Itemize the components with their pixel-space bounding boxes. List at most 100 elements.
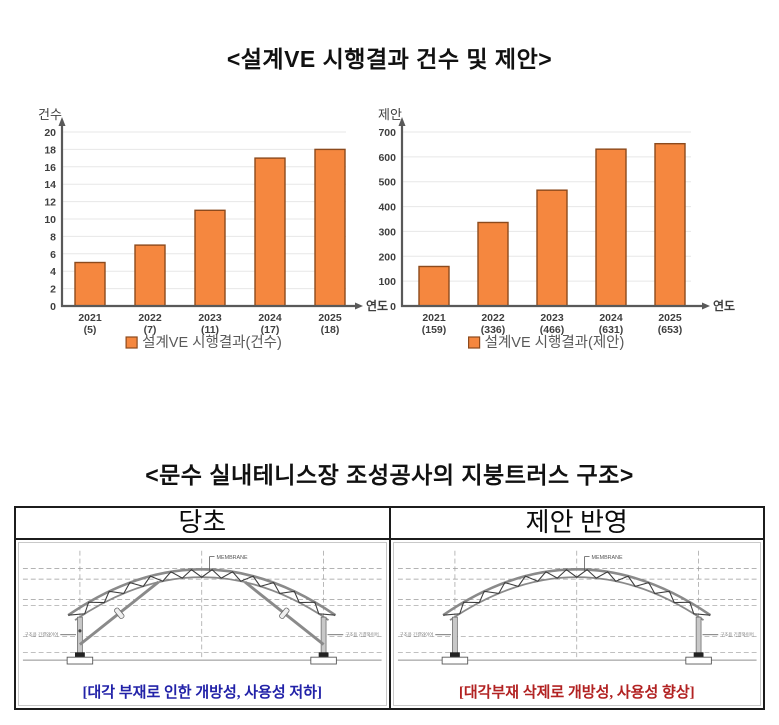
page-title-roof-truss: <문수 실내테니스장 조성공사의 지붕트러스 구조> [145, 462, 634, 488]
column [451, 616, 458, 657]
tick-label: 16 [44, 162, 56, 174]
cat-label: 2021 [422, 312, 446, 324]
arch-outer-chord [441, 568, 711, 617]
footing [66, 656, 94, 665]
lamp-fixture [279, 607, 290, 619]
column-base-plate [318, 652, 329, 658]
tick-label: 18 [44, 144, 56, 156]
truss-diagram-proposed: MEMBRANE 구조용 긴결와이어 구조용 긴결와이어 [397, 550, 757, 665]
legend-swatch [467, 336, 481, 349]
column-base-plate [449, 652, 460, 658]
cat-label: 2023 [540, 312, 564, 324]
column [77, 616, 83, 657]
tick-label: 100 [378, 276, 396, 288]
bar-2024 [595, 148, 627, 307]
tick-label: 500 [378, 177, 396, 189]
truss-web [442, 568, 710, 616]
tick-label: 0 [390, 301, 396, 313]
tick-label: 300 [378, 226, 396, 238]
panel-original-diagram-box: MEMBRANE 구조용 긴결와이어 구조용 긴결와이어 [대각 부재로 인한 개방… [18, 542, 387, 706]
panel-proposed-caption: [대각부재 삭제로 개방성, 사용성 향상] [458, 684, 695, 701]
x-axis-arrow-icon [355, 302, 363, 310]
tick-label: 20 [44, 127, 56, 139]
bar-2022 [134, 244, 166, 307]
membrane-leader-line [209, 556, 215, 572]
cat-label: 2022 [481, 312, 505, 324]
axlab-label: 건수 [38, 107, 62, 122]
bar-2024 [254, 157, 286, 307]
cat-label: 2021 [78, 312, 102, 324]
legend: 설계VE 시행결과(건수) [125, 334, 282, 351]
y-axis-arrow-icon [398, 117, 406, 126]
tick-label: 600 [378, 152, 396, 164]
bar-2021 [74, 261, 106, 307]
panel-proposed: 제안 반영 MEMBRANE 구조용 긴결와이어 구조용 긴결와이어 [대각부재 삭… [388, 508, 763, 708]
connection-dot [78, 629, 82, 633]
xlab-label: 연도 [713, 298, 735, 313]
mem-label: MEMBRANE [591, 555, 623, 561]
bar-2025 [314, 148, 346, 307]
y-axis-arrow-icon [58, 117, 66, 126]
column [695, 616, 701, 657]
page-title-ve-results: <설계VE 시행결과 건수 및 제안> [226, 46, 553, 72]
panel-proposed-header: 제안 반영 [390, 508, 763, 540]
sub-label: (18) [321, 324, 340, 336]
leg-label: 설계VE 시행결과(건수) [142, 334, 282, 351]
footing [310, 656, 337, 665]
footing [684, 656, 712, 665]
bar-2022 [477, 221, 509, 307]
tiny-label: 구조용 긴결와이어 [345, 631, 379, 638]
sub-label: (7) [144, 324, 157, 336]
mem-label: MEMBRANE [216, 555, 248, 561]
tiny-label: 구조용 긴결와이어 [25, 631, 59, 638]
tick-label: 14 [44, 179, 56, 191]
tick-label: 10 [44, 214, 56, 226]
tick-label: 8 [50, 231, 56, 243]
sub-label: (336) [481, 324, 506, 336]
cat-label: 2024 [258, 312, 282, 324]
truss-diagram-original: MEMBRANE 구조용 긴결와이어 구조용 긴결와이어 [22, 550, 382, 665]
lamp-fixture [114, 607, 125, 619]
tick-label: 2 [50, 284, 56, 296]
cat-label: 2025 [318, 312, 342, 324]
panel-original: 당초 MEMBRANE 구조용 긴결와이어 구조용 긴결와이어 [대각 부재로 인한… [16, 508, 389, 708]
xlab-label: 연도 [366, 298, 388, 313]
sub-label: (5) [84, 324, 97, 336]
sub-label: (11) [201, 324, 219, 336]
footing [441, 656, 468, 665]
tiny-label: 구조용 긴결와이어 [399, 631, 433, 638]
tick-label: 200 [378, 251, 396, 263]
bar-2023 [194, 209, 226, 307]
panel-proposed-diagram-box: MEMBRANE 구조용 긴결와이어 구조용 긴결와이어 [대각부재 삭제로 개방성… [392, 542, 761, 706]
truss-web [68, 568, 336, 616]
cat-label: 2023 [198, 312, 222, 324]
bar-chart-count: 0 2 4 6 8 10 12 14 16 18 20 2021(5) 2022(7) 2023(11) 2… [38, 107, 388, 351]
column-base-plate [693, 652, 704, 658]
leg-label: 설계VE 시행결과(제안) [485, 334, 625, 351]
panel-original-caption: [대각 부재로 인한 개방성, 사용성 저하] [82, 684, 323, 701]
panel-original-header: 당초 [16, 508, 389, 540]
membrane-leader-line [583, 556, 590, 572]
x-axis-arrow-icon [702, 302, 710, 310]
comparison-table: 당초 MEMBRANE 구조용 긴결와이어 구조용 긴결와이어 [대각 부재로 인한… [14, 506, 765, 710]
sub-label: (653) [658, 324, 683, 336]
tick-label: 0 [50, 301, 56, 313]
bar-chart-proposals: 0 100 200 300 400 500 600 700 2021(159) 2022(336)… [378, 107, 735, 351]
legend-swatch [125, 336, 138, 349]
cat-label: 2025 [658, 312, 682, 324]
sub-label: (17) [261, 324, 280, 336]
column [320, 616, 327, 657]
bar-2023 [536, 189, 568, 307]
cat-label: 2022 [138, 312, 162, 324]
tick-label: 12 [44, 197, 56, 209]
axlab-label: 제안 [378, 107, 402, 122]
tiny-label: 구조용 긴결와이어 [720, 631, 754, 638]
legend: 설계VE 시행결과(제안) [467, 334, 625, 351]
tick-label: 400 [378, 202, 396, 214]
sub-label: (631) [599, 324, 624, 336]
column-base-plate [75, 652, 85, 658]
bar-2021 [418, 265, 450, 307]
sub-label: (466) [540, 324, 565, 336]
tick-label: 700 [378, 127, 396, 139]
cat-label: 2024 [599, 312, 623, 324]
